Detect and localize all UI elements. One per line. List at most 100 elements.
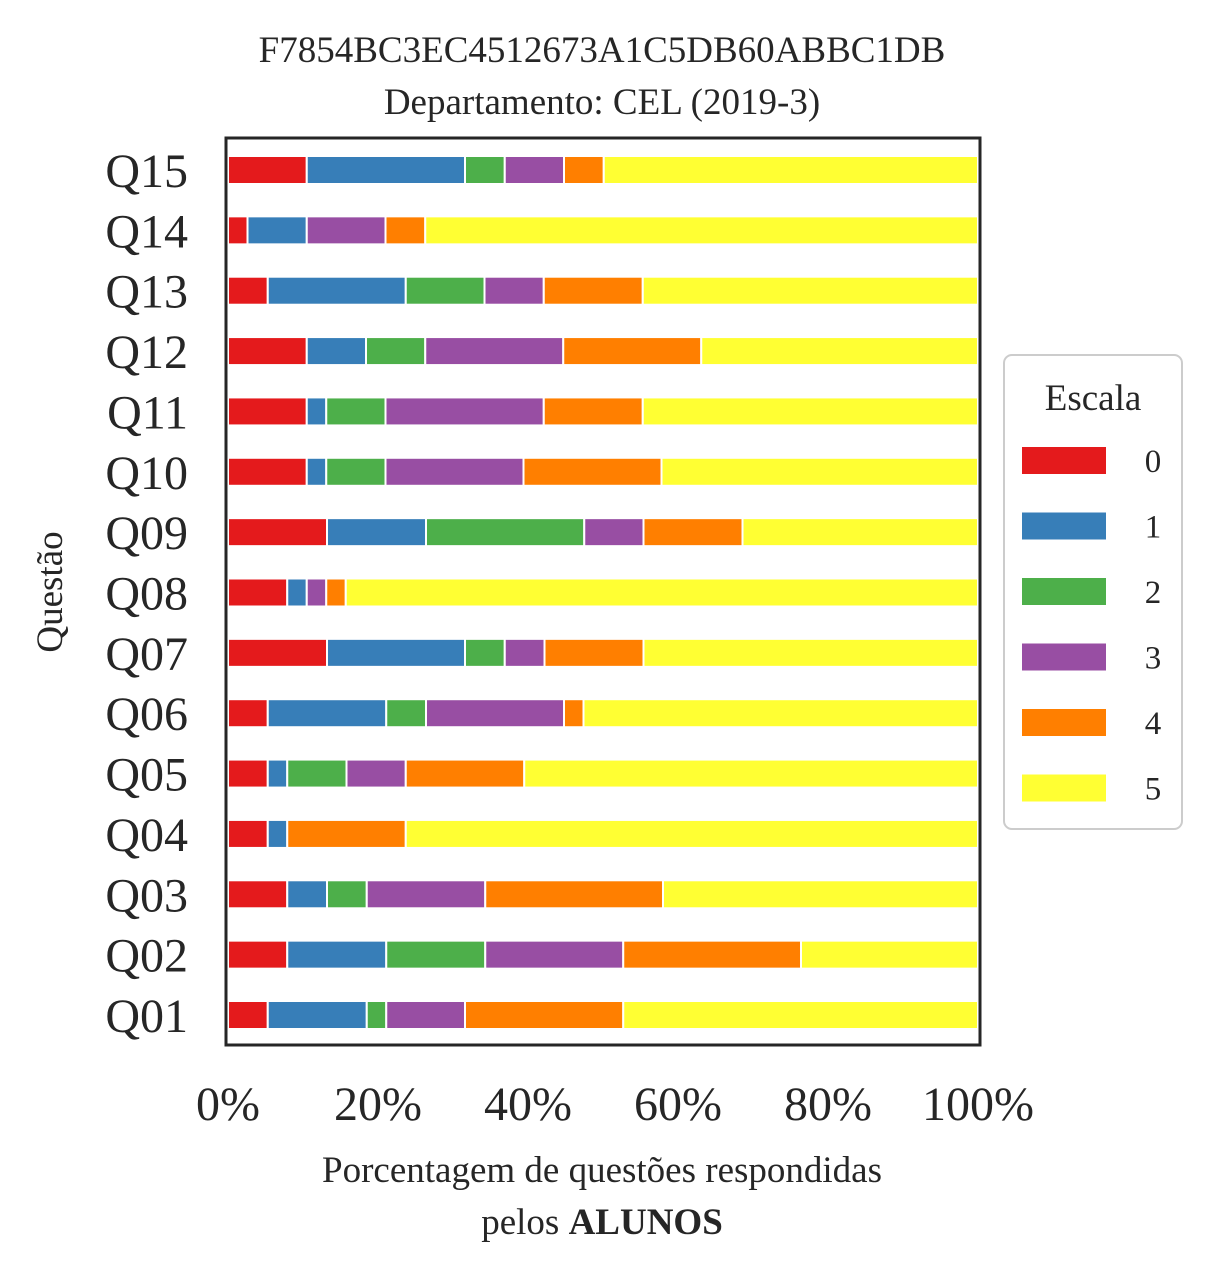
bar-q07-scale-4: [543, 637, 645, 668]
y-tick-label-q06: Q06: [105, 688, 188, 741]
legend-label-4: 4: [1145, 706, 1162, 742]
legend: Escala 0 1 2 3 4 5: [1003, 354, 1183, 830]
bar-q03-scale-2: [326, 879, 368, 910]
bar-q02-scale-2: [385, 939, 487, 970]
bar-q05-scale-0: [227, 758, 269, 789]
bar-q05-scale-5: [523, 758, 979, 789]
bar-q03-scale-4: [484, 879, 664, 910]
bar-q12-scale-2: [365, 336, 427, 367]
bar-q04-scale-4: [286, 818, 407, 849]
x-axis-label-bold: ALUNOS: [569, 1202, 723, 1243]
bar-q12-scale-1: [305, 336, 367, 367]
bar-q07-scale-3: [503, 637, 546, 668]
bar-q05-scale-1: [266, 758, 289, 789]
bar-q14-scale-4: [384, 215, 427, 246]
bar-q11-scale-0: [227, 396, 308, 427]
y-tick-label-q12: Q12: [105, 326, 188, 379]
bar-q10-scale-1: [305, 456, 328, 487]
bars-group: [227, 155, 979, 1030]
x-tick-label-3: 60%: [634, 1078, 722, 1131]
bar-q15-scale-4: [563, 155, 605, 185]
x-tick-label-1: 20%: [334, 1078, 422, 1131]
bar-q12-scale-3: [424, 336, 565, 367]
bar-q07-scale-2: [464, 637, 506, 668]
bar-q02-scale-0: [227, 939, 289, 970]
y-tick-label-q04: Q04: [105, 809, 188, 862]
bar-q08-scale-4: [325, 577, 347, 608]
legend-label-3: 3: [1145, 641, 1162, 677]
x-tick-label-4: 80%: [784, 1078, 872, 1131]
bar-q12-scale-5: [700, 336, 979, 367]
y-tick-label-q15: Q15: [105, 145, 188, 198]
bar-q01-scale-5: [622, 1000, 979, 1030]
y-tick-label-q10: Q10: [105, 447, 188, 500]
bar-q15-scale-1: [305, 155, 466, 185]
bar-q01-scale-4: [464, 1000, 625, 1030]
bar-q01-scale-0: [227, 1000, 269, 1030]
bar-q13-scale-3: [483, 275, 545, 306]
bar-q02-scale-5: [800, 939, 979, 970]
bar-q15-scale-2: [464, 155, 506, 185]
bar-q07-scale-5: [642, 637, 979, 668]
legend-swatch-3: [1022, 643, 1106, 671]
bar-q04-scale-1: [266, 818, 289, 849]
legend-label-2: 2: [1145, 575, 1162, 611]
legend-swatch-5: [1022, 774, 1106, 802]
chart-subtitle: Departamento: CEL (2019-3): [384, 82, 820, 123]
bar-q06-scale-1: [266, 698, 388, 729]
bar-q14-scale-1: [246, 215, 308, 246]
y-tick-label-q02: Q02: [105, 930, 188, 983]
chart-title: F7854BC3EC4512673A1C5DB60ABBC1DB: [259, 30, 946, 71]
x-axis-label-prefix: pelos: [481, 1202, 568, 1243]
legend-items: 0 1 2 3 4 5: [1022, 444, 1161, 808]
legend-label-1: 1: [1145, 510, 1162, 546]
bar-q09-scale-4: [642, 517, 744, 548]
bar-q13-scale-0: [227, 275, 269, 306]
y-tick-label-q01: Q01: [105, 990, 188, 1043]
bar-q14-scale-5: [424, 215, 979, 246]
bar-q12-scale-0: [227, 336, 308, 367]
x-axis-label: Porcentagem de questões respondidas: [322, 1150, 882, 1191]
x-axis-label-line2: pelos ALUNOS: [481, 1202, 723, 1243]
bar-q06-scale-0: [227, 698, 269, 729]
bar-q06-scale-4: [563, 698, 585, 729]
bar-q04-scale-0: [227, 818, 269, 849]
y-tick-label-q14: Q14: [105, 205, 188, 258]
bar-q06-scale-3: [425, 698, 565, 729]
bar-q08-scale-0: [227, 577, 289, 608]
bar-q03-scale-1: [286, 879, 328, 910]
legend-swatch-0: [1022, 447, 1106, 474]
bar-q03-scale-3: [365, 879, 487, 910]
bar-q10-scale-2: [325, 456, 387, 487]
bar-q05-scale-4: [404, 758, 526, 789]
bar-q09-scale-0: [227, 517, 328, 548]
bar-q01-scale-2: [365, 1000, 388, 1030]
bar-q10-scale-3: [384, 456, 525, 487]
bar-q06-scale-5: [582, 698, 979, 729]
y-tick-label-q09: Q09: [105, 507, 188, 560]
bar-q03-scale-5: [662, 879, 979, 910]
bar-q14-scale-3: [305, 215, 387, 246]
bar-q02-scale-1: [286, 939, 388, 970]
legend-label-5: 5: [1145, 772, 1162, 808]
bar-q01-scale-3: [385, 1000, 466, 1030]
x-tick-label-0: 0%: [196, 1078, 260, 1131]
bar-q03-scale-0: [227, 879, 289, 910]
bar-q11-scale-4: [542, 396, 644, 427]
bar-q11-scale-2: [325, 396, 387, 427]
y-tick-labels: Q01 Q02 Q03 Q04 Q05 Q06 Q07 Q08 Q09 Q10 Q11 Q12 Q13 Q…: [105, 145, 188, 1043]
bar-q11-scale-3: [384, 396, 545, 427]
bar-q08-scale-5: [344, 577, 979, 608]
y-axis-label: Questão: [30, 531, 71, 652]
y-tick-label-q05: Q05: [105, 749, 188, 802]
bar-q14-scale-0: [227, 215, 249, 246]
bar-q08-scale-1: [286, 577, 308, 608]
bar-q09-scale-2: [425, 517, 586, 548]
bar-q05-scale-2: [286, 758, 348, 789]
bar-q07-scale-1: [326, 637, 466, 668]
bar-q04-scale-5: [404, 818, 979, 849]
bar-q13-scale-4: [542, 275, 644, 306]
y-tick-label-q13: Q13: [105, 266, 188, 319]
y-tick-label-q07: Q07: [105, 628, 188, 681]
